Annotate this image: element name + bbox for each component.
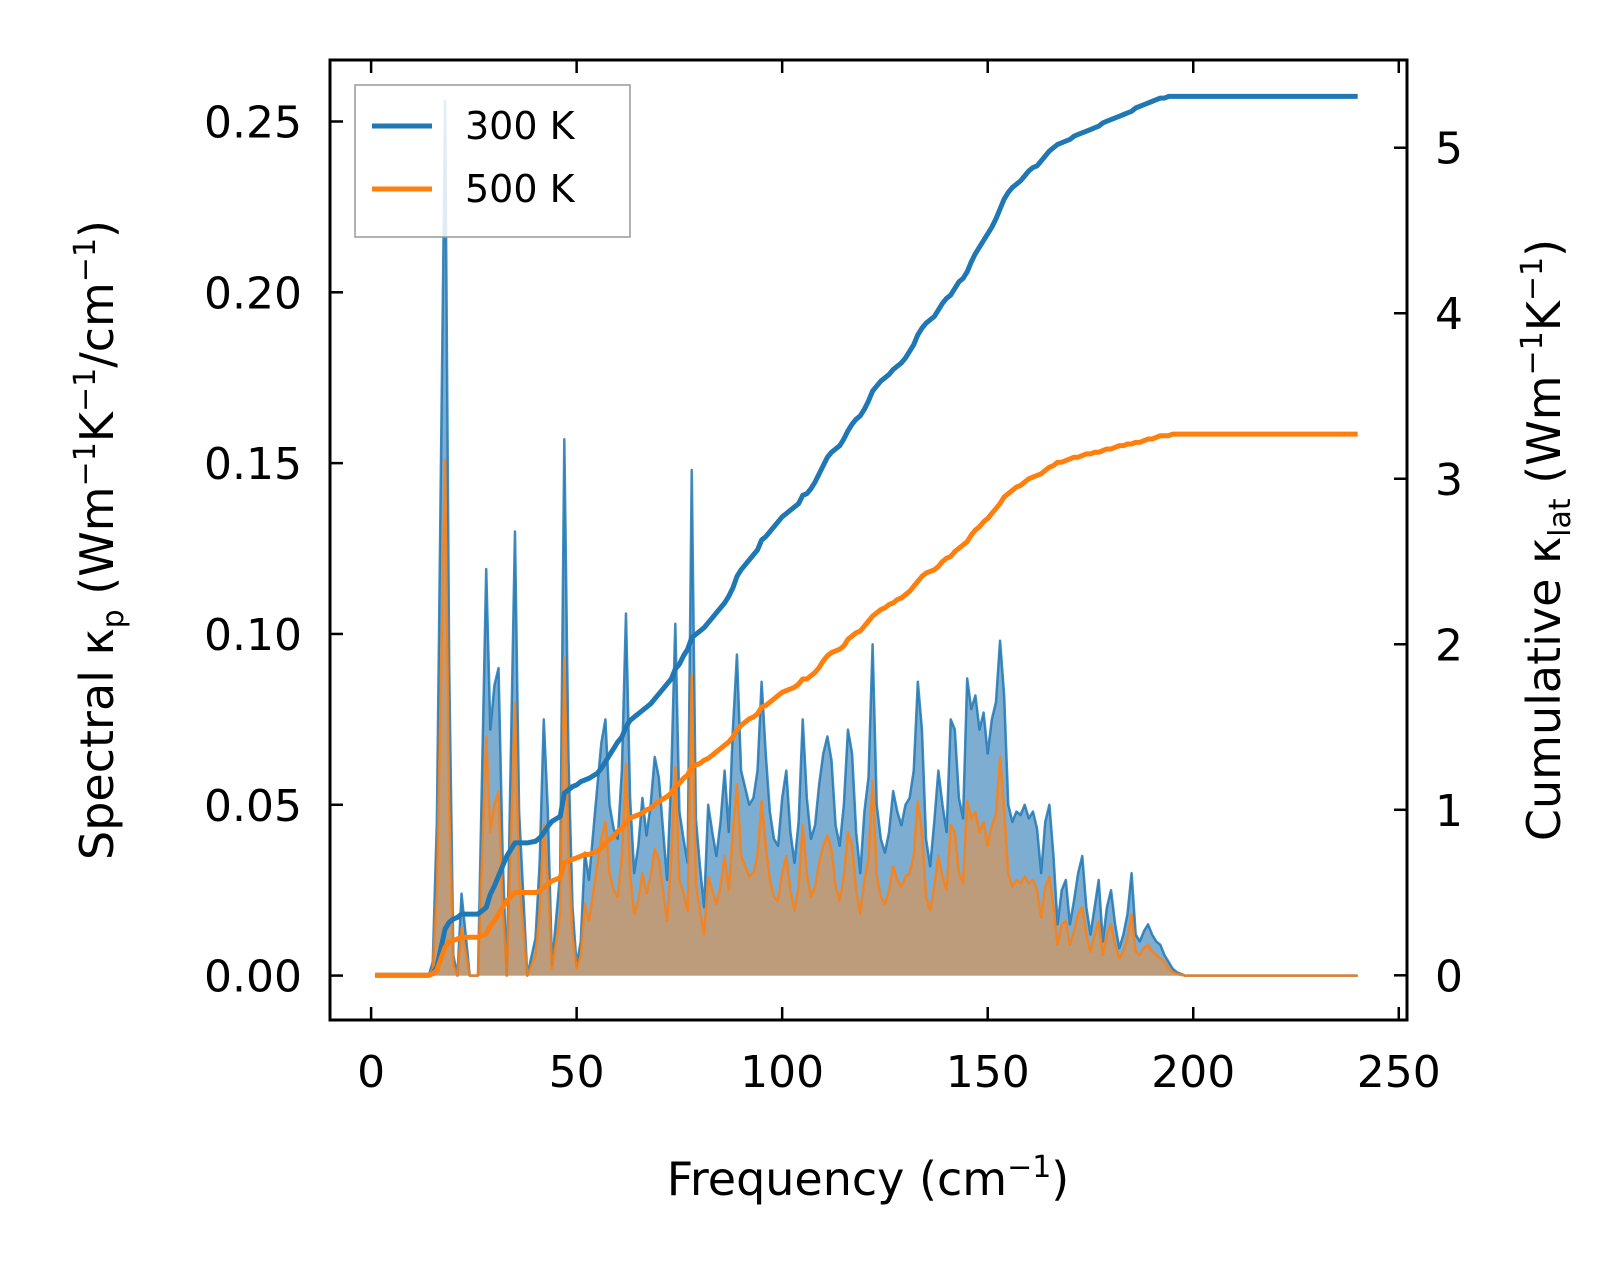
x-tick-label: 200 xyxy=(1151,1047,1235,1098)
y-right-tick-label: 2 xyxy=(1435,620,1463,671)
y-axis-left-title: Spectral κp (Wm−1K−1/cm−1) xyxy=(68,220,131,860)
y-left-tick-label: 0.20 xyxy=(204,268,302,319)
x-tick-label: 0 xyxy=(357,1047,385,1098)
x-tick-label: 100 xyxy=(740,1047,824,1098)
y-right-tick-label: 1 xyxy=(1435,786,1463,837)
spectral-line-layer xyxy=(375,99,1358,977)
tick-layer xyxy=(330,60,1407,1020)
cumulative-line-500k xyxy=(375,431,1358,978)
spectral-line-500k xyxy=(375,458,1358,977)
x-tick-label: 250 xyxy=(1357,1047,1441,1098)
x-axis-title: Frequency (cm−1) xyxy=(667,1150,1070,1206)
legend-frame xyxy=(354,84,631,238)
y-axis-right-title: Cumulative κlat (Wm−1K−1) xyxy=(1515,239,1578,841)
y-left-tick-label: 0.05 xyxy=(204,781,302,832)
y-left-tick-label: 0.25 xyxy=(204,97,302,148)
cumulative-line-300k xyxy=(375,93,1358,978)
x-tick-label: 150 xyxy=(946,1047,1030,1098)
y-left-tick-label: 0.00 xyxy=(204,952,302,1003)
tick-label-layer: 0 50 100 150 200 250 0.00 0.05 0.10 0.15 0.20 0.25 0… xyxy=(204,97,1463,1098)
y-right-tick-label: 5 xyxy=(1435,124,1463,175)
y-right-tick-label: 3 xyxy=(1435,455,1463,506)
y-left-tick-label: 0.10 xyxy=(204,610,302,661)
legend: 300 K 500 K xyxy=(354,84,631,238)
x-tick-label: 50 xyxy=(549,1047,605,1098)
y-right-tick-label: 0 xyxy=(1435,951,1463,1002)
legend-label-500k: 500 K xyxy=(465,167,576,211)
legend-label-300k: 300 K xyxy=(465,104,576,148)
y-left-tick-label: 0.15 xyxy=(204,439,302,490)
y-right-tick-label: 4 xyxy=(1435,289,1463,340)
cumulative-line-layer xyxy=(375,93,1358,978)
plot-frame xyxy=(328,58,1409,1022)
